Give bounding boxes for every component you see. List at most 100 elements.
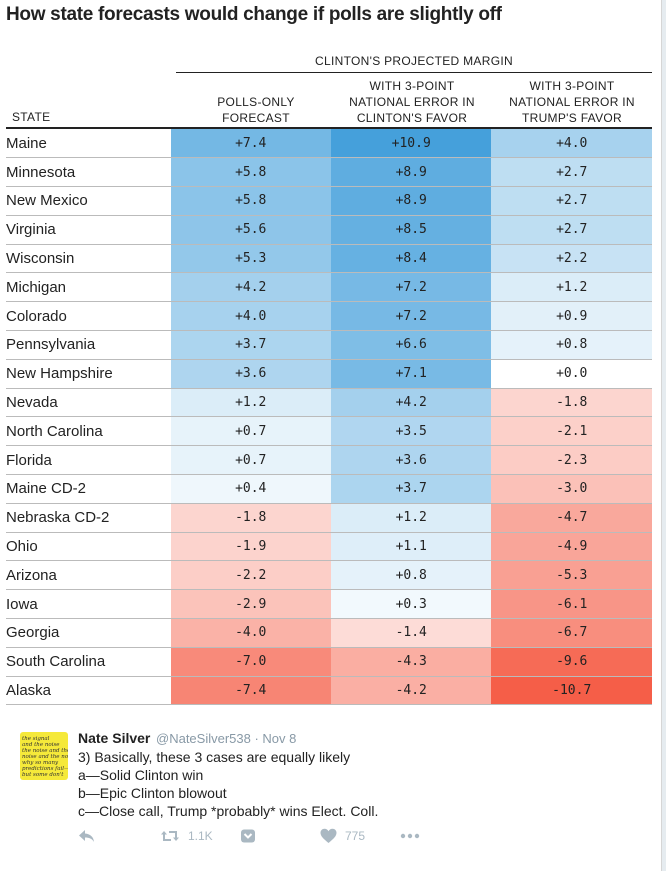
author-handle-timestamp[interactable]: @NateSilver538 · Nov 8 xyxy=(156,731,297,746)
clinton-favor-cell: +0.3 xyxy=(330,589,492,620)
clinton-favor-cell: +3.5 xyxy=(330,416,492,447)
table-row: Nebraska CD-2 -1.8 +1.2 -4.7 xyxy=(6,503,652,533)
avatar[interactable]: the signal and the noise the noise and t… xyxy=(20,732,68,780)
state-name-cell: Georgia xyxy=(6,618,171,648)
column-header-line: FORECAST xyxy=(222,111,290,125)
state-name-cell: Minnesota xyxy=(6,157,171,188)
polls-only-cell: -7.0 xyxy=(170,647,331,677)
clinton-favor-cell: +8.9 xyxy=(330,157,492,188)
state-name-cell: New Mexico xyxy=(6,186,171,216)
column-header-line: NATIONAL ERROR IN xyxy=(349,95,475,109)
clinton-favor-cell: +6.6 xyxy=(330,330,492,360)
trump-favor-cell: -4.7 xyxy=(491,503,652,533)
clinton-favor-cell: -4.3 xyxy=(330,647,492,677)
group-header-rule xyxy=(176,72,652,73)
table-row: Pennsylvania +3.7 +6.6 +0.8 xyxy=(6,330,652,360)
like-count: 775 xyxy=(345,829,366,843)
polls-only-cell: +1.2 xyxy=(170,388,331,418)
state-name-cell: Wisconsin xyxy=(6,244,171,274)
trump-favor-cell: -2.3 xyxy=(491,445,652,476)
clinton-favor-cell: +8.5 xyxy=(330,215,492,245)
trump-favor-cell: +4.0 xyxy=(491,129,652,159)
trump-favor-cell: +0.9 xyxy=(491,301,652,332)
reply-button[interactable] xyxy=(78,828,96,844)
trump-favor-cell: +2.7 xyxy=(491,186,652,216)
clinton-favor-cell: +7.2 xyxy=(330,301,492,332)
state-name-cell: Arizona xyxy=(6,560,171,591)
clinton-favor-cell: +8.9 xyxy=(330,186,492,216)
table-row: Alaska -7.4 -4.2 -10.7 xyxy=(6,676,652,706)
avatar-text: but some don't xyxy=(22,772,64,778)
table-row: Ohio -1.9 +1.1 -4.9 xyxy=(6,532,652,562)
table-row: Michigan +4.2 +7.2 +1.2 xyxy=(6,272,652,303)
state-name-cell: Virginia xyxy=(6,215,171,245)
trump-favor-cell: -1.8 xyxy=(491,388,652,418)
trump-favor-cell: -6.1 xyxy=(491,589,652,620)
author-name[interactable]: Nate Silver xyxy=(78,730,151,746)
column-header-line: WITH 3-POINT xyxy=(369,79,455,93)
trump-favor-cell: -2.1 xyxy=(491,416,652,447)
header-rule xyxy=(6,127,652,129)
table-row: New Hampshire +3.6 +7.1 +0.0 xyxy=(6,359,652,389)
trump-favor-cell: -6.7 xyxy=(491,618,652,648)
column-header-clinton-favor: WITH 3-POINT NATIONAL ERROR IN CLINTON'S… xyxy=(332,78,492,126)
avatar-text: predictions fail— xyxy=(22,766,68,772)
avatar-text: the noise and the xyxy=(22,748,68,754)
more-icon xyxy=(400,833,420,839)
clinton-favor-cell: +1.2 xyxy=(330,503,492,533)
more-button[interactable] xyxy=(400,828,420,844)
save-button[interactable] xyxy=(240,828,256,844)
state-name-cell: Nebraska CD-2 xyxy=(6,503,171,533)
clinton-favor-cell: -4.2 xyxy=(330,676,492,706)
trump-favor-cell: +2.7 xyxy=(491,157,652,188)
trump-favor-cell: -9.6 xyxy=(491,647,652,677)
polls-only-cell: +0.4 xyxy=(170,474,331,504)
column-header-line: POLLS-ONLY xyxy=(217,95,295,109)
table-row: Maine +7.4 +10.9 +4.0 xyxy=(6,129,652,159)
table-row: Virginia +5.6 +8.5 +2.7 xyxy=(6,215,652,245)
trump-favor-cell: +1.2 xyxy=(491,272,652,303)
state-name-cell: Florida xyxy=(6,445,171,476)
like-icon xyxy=(320,828,337,843)
retweet-button[interactable]: 1.1K xyxy=(160,828,213,844)
table-row: Georgia -4.0 -1.4 -6.7 xyxy=(6,618,652,648)
tweet-line: b—Epic Clinton blowout xyxy=(78,785,227,801)
state-name-cell: Nevada xyxy=(6,388,171,418)
state-name-cell: Alaska xyxy=(6,676,171,706)
clinton-favor-cell: +1.1 xyxy=(330,532,492,562)
chart-title: How state forecasts would change if poll… xyxy=(6,4,502,25)
avatar-text: noise and the noi xyxy=(22,754,68,760)
like-button[interactable]: 775 xyxy=(320,828,365,844)
polls-only-cell: +5.8 xyxy=(170,157,331,188)
state-name-cell: Colorado xyxy=(6,301,171,332)
trump-favor-cell: -5.3 xyxy=(491,560,652,591)
polls-only-cell: -1.9 xyxy=(170,532,331,562)
table-row: North Carolina +0.7 +3.5 -2.1 xyxy=(6,416,652,447)
clinton-favor-cell: +4.2 xyxy=(330,388,492,418)
state-name-cell: Ohio xyxy=(6,532,171,562)
clinton-favor-cell: +10.9 xyxy=(330,129,492,159)
tweet-text: 3) Basically, these 3 cases are equally … xyxy=(78,748,378,820)
column-header-line: NATIONAL ERROR IN xyxy=(509,95,635,109)
polls-only-cell: +4.0 xyxy=(170,301,331,332)
table-row: Wisconsin +5.3 +8.4 +2.2 xyxy=(6,244,652,274)
group-header: CLINTON'S PROJECTED MARGIN xyxy=(315,54,513,68)
state-name-cell: Pennsylvania xyxy=(6,330,171,360)
polls-only-cell: -2.2 xyxy=(170,560,331,591)
state-name-cell: Maine CD-2 xyxy=(6,474,171,504)
polls-only-cell: +4.2 xyxy=(170,272,331,303)
polls-only-cell: +5.6 xyxy=(170,215,331,245)
polls-only-cell: -1.8 xyxy=(170,503,331,533)
clinton-favor-cell: +0.8 xyxy=(330,560,492,591)
trump-favor-cell: +2.2 xyxy=(491,244,652,274)
retweet-count: 1.1K xyxy=(188,829,213,843)
retweet-icon xyxy=(161,831,179,841)
table-row: Nevada +1.2 +4.2 -1.8 xyxy=(6,388,652,418)
column-header-state: STATE xyxy=(12,110,51,124)
trump-favor-cell: -10.7 xyxy=(491,676,652,706)
polls-only-cell: +5.3 xyxy=(170,244,331,274)
avatar-text: why so many xyxy=(22,760,59,766)
table-row: Iowa -2.9 +0.3 -6.1 xyxy=(6,589,652,620)
clinton-favor-cell: +3.7 xyxy=(330,474,492,504)
